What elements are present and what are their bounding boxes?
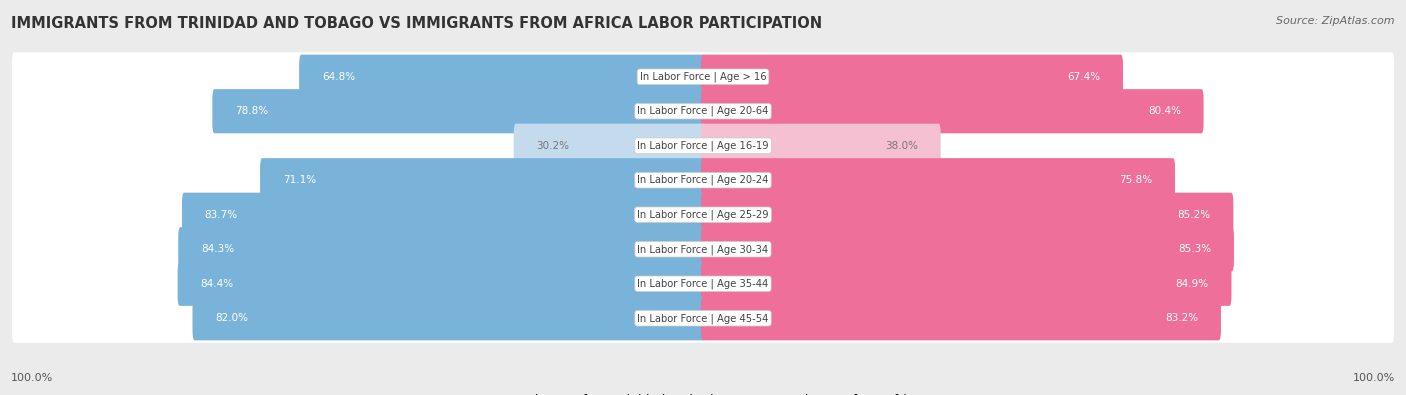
Text: 83.2%: 83.2% <box>1166 313 1198 323</box>
FancyBboxPatch shape <box>702 124 941 168</box>
FancyBboxPatch shape <box>13 259 1393 308</box>
Text: 78.8%: 78.8% <box>235 106 269 116</box>
FancyBboxPatch shape <box>13 156 1393 205</box>
FancyBboxPatch shape <box>13 87 1393 136</box>
FancyBboxPatch shape <box>702 193 1233 237</box>
Text: In Labor Force | Age 16-19: In Labor Force | Age 16-19 <box>637 141 769 151</box>
Text: 82.0%: 82.0% <box>215 313 249 323</box>
Text: 84.4%: 84.4% <box>200 279 233 289</box>
Text: In Labor Force | Age 35-44: In Labor Force | Age 35-44 <box>637 278 769 289</box>
Text: In Labor Force | Age 25-29: In Labor Force | Age 25-29 <box>637 209 769 220</box>
FancyBboxPatch shape <box>179 227 704 271</box>
Text: In Labor Force | Age 45-54: In Labor Force | Age 45-54 <box>637 313 769 324</box>
Legend: Immigrants from Trinidad and Tobago, Immigrants from Africa: Immigrants from Trinidad and Tobago, Imm… <box>485 394 921 395</box>
Text: 84.3%: 84.3% <box>201 244 233 254</box>
FancyBboxPatch shape <box>702 296 1220 340</box>
FancyBboxPatch shape <box>13 121 1393 170</box>
Text: 85.3%: 85.3% <box>1178 244 1211 254</box>
FancyBboxPatch shape <box>260 158 704 202</box>
Text: 85.2%: 85.2% <box>1177 210 1211 220</box>
Text: 67.4%: 67.4% <box>1067 72 1101 82</box>
FancyBboxPatch shape <box>193 296 704 340</box>
FancyBboxPatch shape <box>13 294 1393 343</box>
Text: 80.4%: 80.4% <box>1147 106 1181 116</box>
FancyBboxPatch shape <box>702 55 1123 99</box>
FancyBboxPatch shape <box>702 89 1204 134</box>
FancyBboxPatch shape <box>181 193 704 237</box>
Text: IMMIGRANTS FROM TRINIDAD AND TOBAGO VS IMMIGRANTS FROM AFRICA LABOR PARTICIPATIO: IMMIGRANTS FROM TRINIDAD AND TOBAGO VS I… <box>11 16 823 31</box>
FancyBboxPatch shape <box>212 89 704 134</box>
Text: In Labor Force | Age 20-24: In Labor Force | Age 20-24 <box>637 175 769 186</box>
FancyBboxPatch shape <box>13 52 1393 101</box>
Text: 30.2%: 30.2% <box>537 141 569 151</box>
Text: 64.8%: 64.8% <box>322 72 354 82</box>
FancyBboxPatch shape <box>13 190 1393 239</box>
FancyBboxPatch shape <box>702 158 1175 202</box>
FancyBboxPatch shape <box>13 225 1393 274</box>
Text: Source: ZipAtlas.com: Source: ZipAtlas.com <box>1277 16 1395 26</box>
Text: 38.0%: 38.0% <box>884 141 918 151</box>
Text: In Labor Force | Age 30-34: In Labor Force | Age 30-34 <box>637 244 769 254</box>
Text: 84.9%: 84.9% <box>1175 279 1209 289</box>
Text: 75.8%: 75.8% <box>1119 175 1153 185</box>
FancyBboxPatch shape <box>513 124 704 168</box>
FancyBboxPatch shape <box>702 227 1234 271</box>
Text: 100.0%: 100.0% <box>1353 373 1395 383</box>
FancyBboxPatch shape <box>177 261 704 306</box>
FancyBboxPatch shape <box>702 261 1232 306</box>
Text: In Labor Force | Age > 16: In Labor Force | Age > 16 <box>640 71 766 82</box>
Text: 83.7%: 83.7% <box>205 210 238 220</box>
Text: 100.0%: 100.0% <box>11 373 53 383</box>
FancyBboxPatch shape <box>299 55 704 99</box>
Text: In Labor Force | Age 20-64: In Labor Force | Age 20-64 <box>637 106 769 117</box>
Text: 71.1%: 71.1% <box>283 175 316 185</box>
